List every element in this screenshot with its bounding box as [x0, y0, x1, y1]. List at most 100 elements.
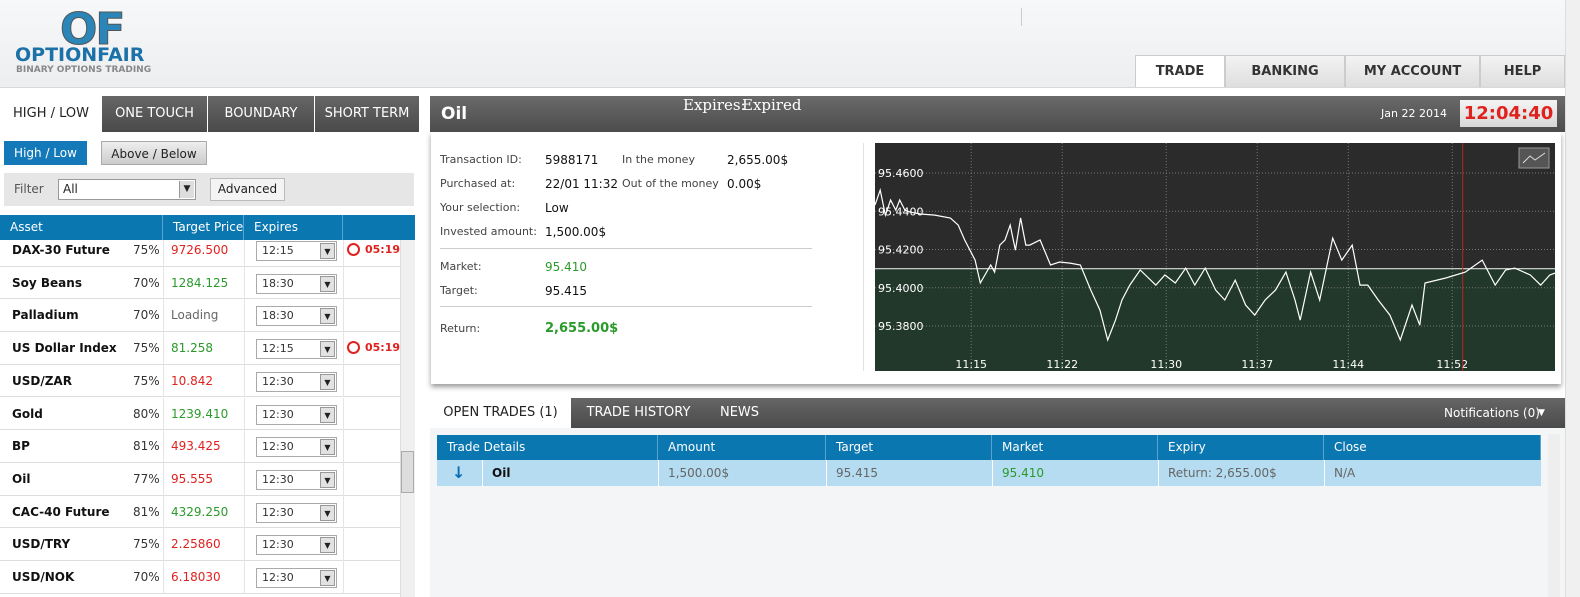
logo-tagline: BINARY OPTIONS TRADING	[16, 65, 152, 75]
trade-cell: 95.415	[836, 466, 878, 480]
asset-name: CAC-40 Future	[12, 504, 110, 519]
countdown: 05:19	[365, 341, 400, 355]
asset-row[interactable]: DAX-30 Future 75% 9726.500 12:15 ▼ 05:19	[0, 240, 400, 267]
price-line	[875, 187, 1555, 342]
expiry-select[interactable]: 12:30 ▼	[256, 502, 337, 523]
expiry-select[interactable]: 12:30 ▼	[256, 568, 337, 588]
scrollbar[interactable]	[1548, 434, 1560, 597]
expiry-select[interactable]: 12:30 ▼	[256, 469, 337, 490]
cell-border	[244, 332, 245, 365]
payout: 75%	[133, 243, 160, 257]
expiry-select[interactable]: 12:30 ▼	[256, 437, 337, 458]
logo-mark: OF	[59, 4, 125, 56]
select-arrow: ▼	[320, 406, 335, 423]
mode-tab[interactable]: SHORT TERM	[315, 96, 419, 132]
payout: 70%	[133, 308, 160, 323]
detail-label: Invested amount:	[440, 225, 537, 238]
asset-row[interactable]: US Dollar Index 75% 81.258 12:15 ▼ 05:19	[0, 332, 400, 365]
cell-border	[826, 460, 827, 486]
target-price: 81.258	[171, 341, 213, 356]
sub-tab[interactable]: Above / Below	[101, 141, 207, 165]
payout: 75%	[133, 341, 160, 356]
asset-name: US Dollar Index	[12, 341, 117, 356]
target-price: 9726.500	[171, 243, 229, 257]
target-price: 95.555	[171, 471, 213, 486]
filter-select[interactable]: All ▼	[58, 179, 196, 200]
table-header	[0, 215, 415, 240]
trade-header: Trade Details	[437, 435, 658, 460]
expiry-select[interactable]: 18:30 ▼	[256, 273, 337, 294]
y-tick-label: 95.4200	[878, 244, 924, 257]
cell-border	[163, 240, 164, 267]
asset-row[interactable]: Soy Beans 70% 1284.125 18:30 ▼	[0, 266, 400, 300]
trade-cell: Return: 2,655.00$	[1168, 466, 1277, 480]
trades-tab[interactable]: NEWS	[719, 405, 760, 420]
trades-tab[interactable]: OPEN TRADES (1)	[430, 398, 571, 428]
cell-border	[244, 364, 245, 398]
cell-border	[244, 266, 245, 300]
expiry-select[interactable]: 12:15 ▼	[256, 339, 337, 360]
payout: 70%	[133, 275, 160, 290]
target-price: 493.425	[171, 439, 221, 454]
select-arrow: ▼	[320, 308, 335, 325]
trades-tab[interactable]: TRADE HISTORY	[586, 405, 691, 420]
advanced-button[interactable]: Advanced	[210, 178, 285, 201]
asset-row[interactable]: CAC-40 Future 81% 4329.250 12:30 ▼	[0, 495, 400, 529]
trade-cell: 1,500.00$	[668, 466, 730, 480]
nav-tab[interactable]: BANKING	[1225, 55, 1345, 87]
nav-tab[interactable]: MY ACCOUNT	[1345, 55, 1480, 87]
nav-tab[interactable]: TRADE	[1135, 55, 1225, 87]
select-arrow: ▼	[320, 341, 335, 358]
trade-header: Close	[1324, 435, 1541, 460]
detail-label: Your selection:	[440, 201, 521, 214]
mode-tab[interactable]: BOUNDARY	[208, 96, 314, 132]
expiry-value: 12:30	[262, 571, 294, 584]
x-tick-label: 11:15	[955, 358, 987, 371]
clock-icon	[347, 341, 360, 355]
expiry-select[interactable]: 12:15 ▼	[256, 241, 337, 261]
asset-row[interactable]: USD/ZAR 75% 10.842 12:30 ▼	[0, 364, 400, 398]
notifications[interactable]: Notifications (0)	[1444, 406, 1540, 420]
mode-tab[interactable]: HIGH / LOW	[0, 96, 102, 132]
trade-cell: 95.410	[1002, 466, 1044, 480]
select-arrow: ▼	[320, 373, 335, 390]
countdown: 05:19	[365, 243, 400, 256]
separator	[440, 306, 812, 307]
cell-border	[658, 460, 659, 486]
scrollbar[interactable]	[400, 240, 415, 597]
trade-row[interactable]	[437, 460, 1541, 486]
y-tick-label: 95.4600	[878, 167, 924, 180]
asset-row[interactable]: USD/NOK 70% 6.18030 12:30 ▼	[0, 561, 400, 594]
asset-row[interactable]: USD/TRY 75% 2.25860 12:30 ▼	[0, 528, 400, 561]
expiry-select[interactable]: 12:30 ▼	[256, 404, 337, 425]
sub-tab[interactable]: High / Low	[4, 141, 87, 165]
trade-cell: N/A	[1334, 466, 1356, 480]
cell-border	[343, 299, 344, 333]
column-header: Asset	[0, 215, 163, 240]
expiry-value: 12:30	[262, 407, 294, 421]
cell-border	[343, 561, 344, 594]
expiry-select[interactable]: 12:30 ▼	[256, 535, 337, 556]
mode-tab[interactable]: ONE TOUCH	[102, 96, 207, 132]
asset-row[interactable]: Gold 80% 1239.410 12:30 ▼	[0, 397, 400, 431]
asset-row[interactable]: Oil 77% 95.555 12:30 ▼	[0, 462, 400, 496]
asset-row[interactable]: Palladium 70% Loading 18:30 ▼	[0, 299, 400, 333]
nav-tab[interactable]: HELP	[1480, 55, 1565, 87]
expiry-select[interactable]: 18:30 ▼	[256, 306, 337, 327]
cell-border	[244, 430, 245, 463]
separator	[440, 248, 812, 249]
select-arrow: ▼	[320, 504, 335, 521]
payout: 81%	[133, 504, 160, 519]
cell-border	[244, 299, 245, 333]
expiry-select[interactable]: 12:30 ▼	[256, 371, 337, 392]
asset-row[interactable]: BP 81% 493.425 12:30 ▼	[0, 430, 400, 463]
scroll-thumb[interactable]	[401, 451, 414, 493]
cell-border	[163, 364, 164, 398]
detail-value: 2,655.00$	[727, 153, 789, 167]
cell-border	[1158, 460, 1159, 486]
dropdown-arrow[interactable]: ▼	[1538, 408, 1545, 418]
detail-label: Transaction ID:	[440, 153, 522, 166]
filter-value: All	[63, 182, 78, 196]
scrollbar[interactable]	[1565, 0, 1580, 597]
x-tick-label: 11:30	[1150, 358, 1182, 371]
